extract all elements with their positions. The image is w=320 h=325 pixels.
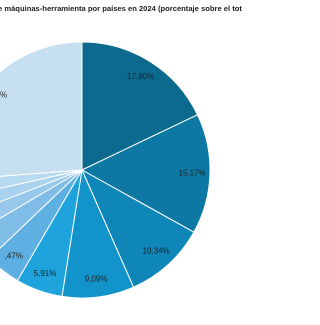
chart: e máquinas-herramienta por países en 202… [0, 4, 242, 299]
pie-slice [0, 169, 83, 249]
pie-slice [0, 169, 83, 189]
pie-slice [0, 41, 83, 177]
pie-slice [80, 168, 195, 288]
pie-slice [0, 169, 83, 203]
pie-slice [0, 169, 83, 282]
data-label: 17,90% [127, 72, 154, 81]
data-label: 5,91% [34, 269, 57, 278]
data-label: 15,17% [178, 168, 205, 177]
data-label: 9,09% [85, 274, 108, 283]
chart-title: e máquinas-herramienta por países en 202… [0, 4, 242, 13]
pie-slice [81, 41, 199, 171]
pie-slice [80, 114, 211, 233]
data-label: ,47% [5, 251, 23, 260]
data-label: 10,34% [143, 246, 170, 255]
data-label: 2% [0, 90, 7, 99]
